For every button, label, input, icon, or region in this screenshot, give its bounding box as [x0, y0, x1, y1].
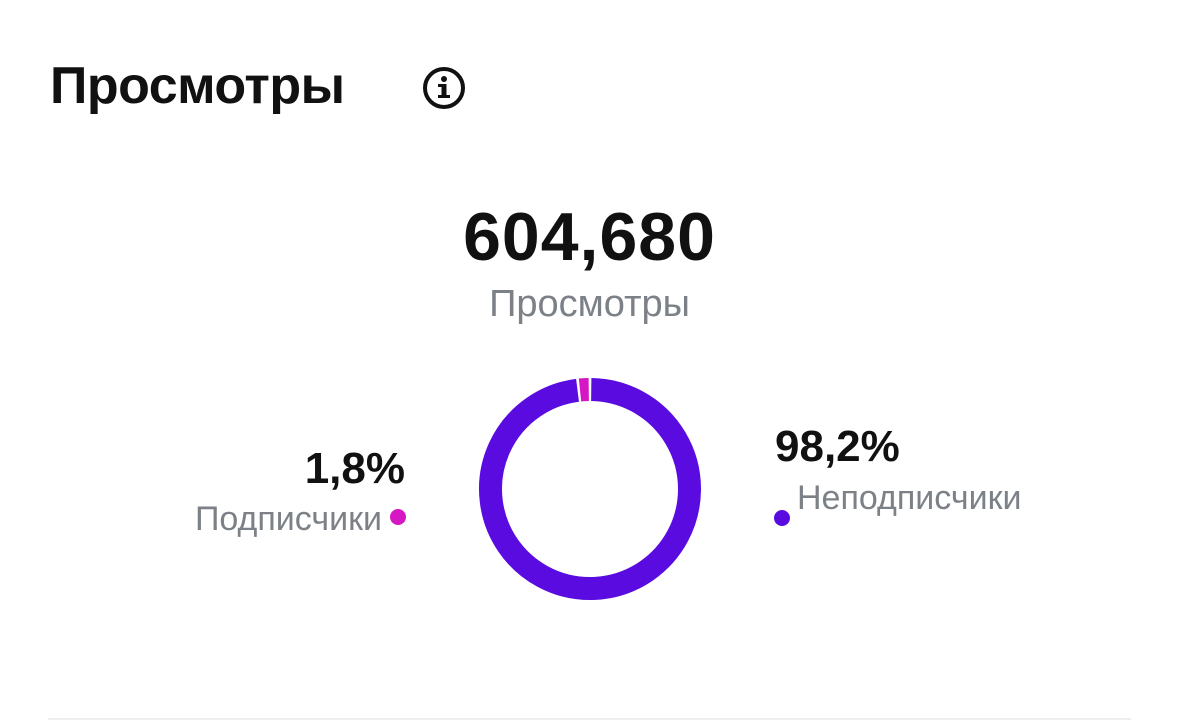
legend-label: Неподписчики — [797, 479, 1022, 517]
divider — [48, 718, 1131, 720]
donut-segment — [479, 378, 701, 600]
value-label: 1,8% — [304, 444, 405, 493]
value-label: 98,2% — [775, 422, 900, 471]
legend-label: Подписчики — [194, 500, 382, 538]
total-value: 604,680 — [463, 199, 716, 275]
page-title: Просмотры — [50, 57, 345, 115]
total-label: Просмотры — [489, 283, 690, 325]
legend-dot — [774, 510, 790, 526]
legend-dot — [390, 509, 406, 525]
info-icon[interactable] — [420, 66, 468, 114]
